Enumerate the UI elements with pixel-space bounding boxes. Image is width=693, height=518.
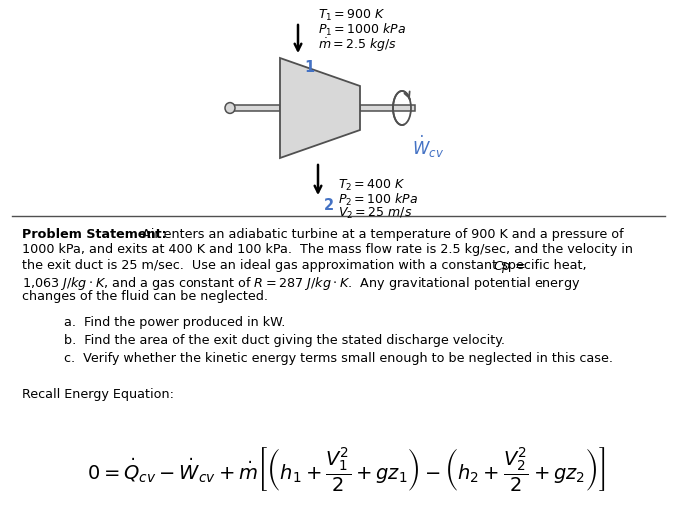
Text: a.  Find the power produced in kW.: a. Find the power produced in kW. (64, 316, 286, 329)
Text: 1: 1 (304, 60, 314, 75)
Text: 1000 kPa, and exits at 400 K and 100 kPa.  The mass flow rate is 2.5 kg/sec, and: 1000 kPa, and exits at 400 K and 100 kPa… (22, 243, 633, 256)
Text: $T_1 = 900\ K$: $T_1 = 900\ K$ (318, 8, 386, 23)
Text: changes of the fluid can be neglected.: changes of the fluid can be neglected. (22, 290, 268, 303)
Text: $0 = \dot{Q}_{cv} - \dot{W}_{cv} + \dot{m}\left[\left(h_1 + \dfrac{V_1^2}{2} + g: $0 = \dot{Q}_{cv} - \dot{W}_{cv} + \dot{… (87, 446, 605, 494)
Bar (360, 105, 415, 111)
Text: Problem Statement:: Problem Statement: (22, 228, 167, 241)
Text: $\dot{W}_{cv}$: $\dot{W}_{cv}$ (412, 134, 444, 160)
Text: c.  Verify whether the kinetic energy terms small enough to be neglected in this: c. Verify whether the kinetic energy ter… (64, 352, 613, 365)
Ellipse shape (225, 103, 235, 113)
Text: b.  Find the area of the exit duct giving the stated discharge velocity.: b. Find the area of the exit duct giving… (64, 334, 505, 347)
Polygon shape (280, 58, 360, 158)
Text: Recall Energy Equation:: Recall Energy Equation: (22, 388, 174, 401)
Text: Air enters an adiabatic turbine at a temperature of 900 K and a pressure of: Air enters an adiabatic turbine at a tem… (134, 228, 624, 241)
Bar (230, 105, 280, 111)
Text: $V_2 = 25\ m/s$: $V_2 = 25\ m/s$ (338, 206, 412, 221)
Text: $P_2 = 100\ kPa$: $P_2 = 100\ kPa$ (338, 192, 419, 208)
Text: the exit duct is 25 m/sec.  Use an ideal gas approximation with a constant speci: the exit duct is 25 m/sec. Use an ideal … (22, 259, 590, 272)
Text: $P_1 = 1000\ kPa$: $P_1 = 1000\ kPa$ (318, 22, 406, 38)
Text: 2: 2 (324, 198, 334, 213)
Text: $Cp\,=$: $Cp\,=$ (493, 259, 526, 275)
Text: $T_2 = 400\ K$: $T_2 = 400\ K$ (338, 178, 406, 193)
Text: 1,063 $J/kg \cdot K$, and a gas constant of $R = 287\ J/kg \cdot K$.  Any gravit: 1,063 $J/kg \cdot K$, and a gas constant… (22, 275, 580, 292)
Text: $\dot{m} = 2.5\ kg/s$: $\dot{m} = 2.5\ kg/s$ (318, 36, 397, 53)
